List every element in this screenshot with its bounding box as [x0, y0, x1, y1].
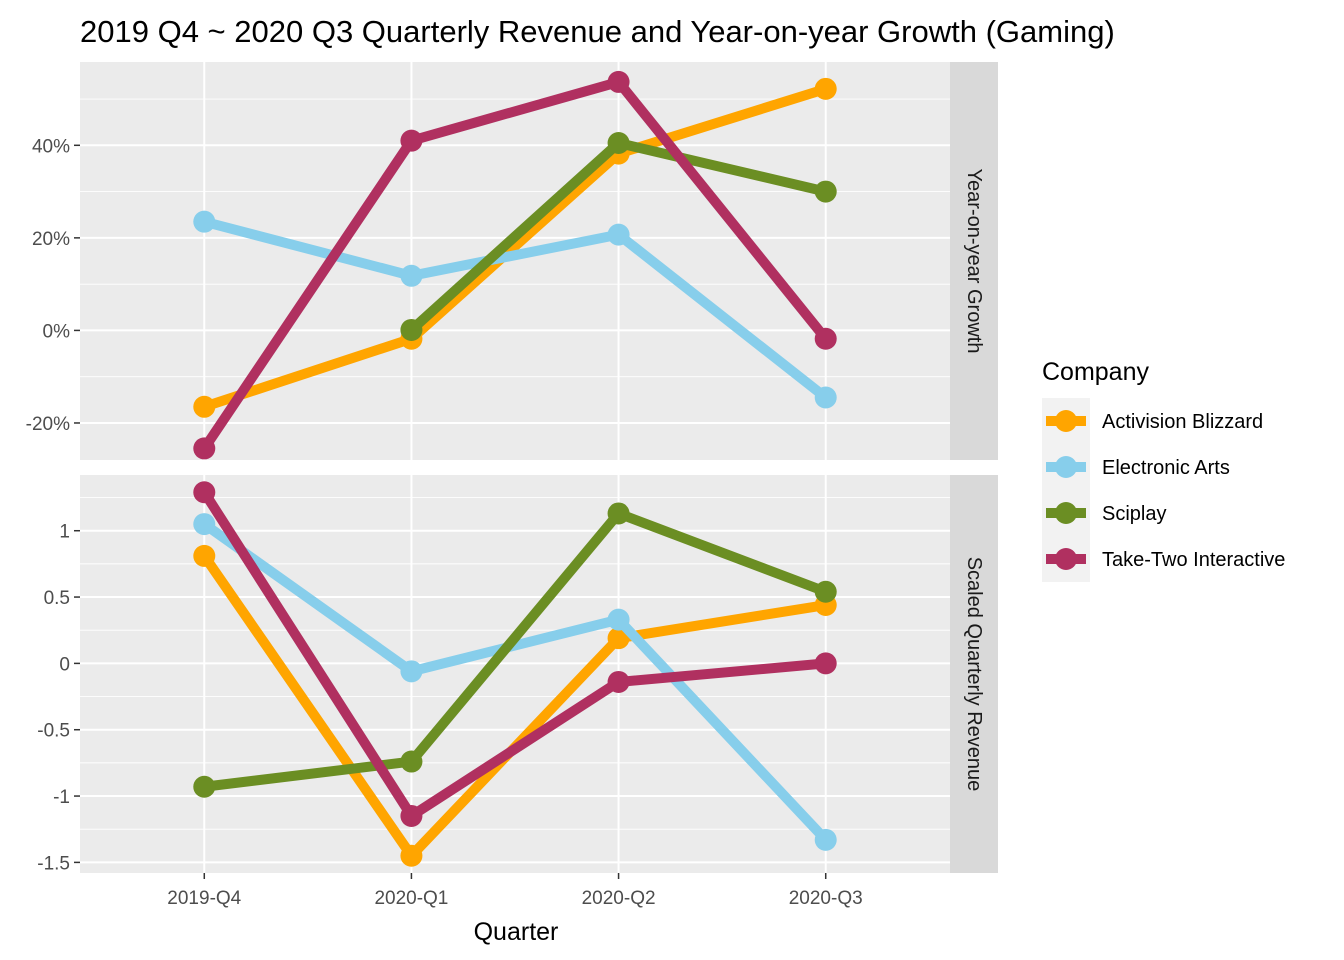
legend-item-sciplay: Sciplay	[1046, 502, 1166, 525]
data-point	[193, 481, 216, 504]
data-point	[193, 437, 216, 460]
legend: Company Activision Blizzard Electronic Art…	[1042, 358, 1285, 582]
legend-label: Take-Two Interactive	[1102, 549, 1285, 571]
data-point	[193, 210, 216, 233]
strip-background	[950, 62, 998, 460]
data-point	[400, 318, 423, 341]
legend-key-point	[1055, 456, 1077, 478]
data-point	[814, 580, 837, 603]
data-point	[607, 70, 630, 93]
legend-key-point	[1055, 502, 1077, 524]
x-tick-label: 2019-Q4	[167, 888, 241, 909]
series-line	[202, 84, 828, 412]
y-tick-label: 0	[59, 654, 70, 675]
series-electronic-arts	[193, 210, 837, 409]
data-point	[400, 804, 423, 827]
data-point	[400, 750, 423, 773]
series-line	[201, 520, 830, 844]
data-point	[193, 544, 216, 567]
data-point	[193, 513, 216, 536]
data-point	[607, 502, 630, 525]
panel-background	[80, 62, 950, 460]
y-tick-label: 0.5	[44, 588, 70, 609]
data-point	[814, 652, 837, 675]
panel-background	[80, 475, 950, 873]
series-line	[200, 489, 827, 821]
legend-label: Electronic Arts	[1102, 457, 1230, 479]
data-point	[814, 77, 837, 100]
legend-title: Company	[1042, 358, 1149, 386]
series-take-two-interactive	[193, 481, 837, 827]
series-line	[203, 216, 829, 402]
series-sciplay	[400, 131, 837, 341]
panel-year-on-year-growth: -20% 0% 20% 40% Year-on-year Growth	[26, 62, 998, 460]
x-tick-label: 2020-Q1	[374, 888, 448, 909]
data-point	[607, 608, 630, 631]
series-electronic-arts	[193, 513, 837, 851]
strip-label: Scaled Quarterly Revenue	[963, 557, 985, 792]
y-tick-label: 1	[59, 522, 70, 543]
series-sciplay	[193, 502, 837, 798]
strip-background	[950, 475, 998, 873]
y-tick-label: 0%	[43, 321, 71, 342]
data-point	[814, 180, 837, 203]
data-point	[814, 386, 837, 409]
data-point	[400, 844, 423, 867]
y-tick-label: -0.5	[37, 721, 70, 742]
legend-item-take-two-interactive: Take-Two Interactive	[1046, 548, 1285, 571]
y-tick-label: 40%	[32, 136, 70, 157]
data-point	[607, 670, 630, 693]
y-tick-label: 20%	[32, 229, 70, 250]
legend-label: Activision Blizzard	[1102, 411, 1263, 433]
data-point	[814, 828, 837, 851]
y-tick-label: -20%	[26, 414, 70, 435]
data-point	[400, 129, 423, 152]
legend-item-activision-blizzard: Activision Blizzard	[1046, 410, 1263, 433]
data-point	[193, 395, 216, 418]
legend-key-point	[1055, 548, 1077, 570]
x-tick-label: 2020-Q2	[582, 888, 656, 909]
data-point	[400, 264, 423, 287]
series-line	[200, 76, 830, 452]
y-tick-label: -1.5	[37, 853, 70, 874]
x-axis-title: Quarter	[474, 918, 559, 946]
series-line	[203, 508, 828, 792]
panels: -20% 0% 20% 40% Year-on-year Growth -1.5 -1 -0.…	[26, 62, 998, 909]
data-point	[607, 131, 630, 154]
data-point	[400, 660, 423, 683]
legend-label: Sciplay	[1102, 503, 1166, 525]
panel-scaled-quarterly-revenue: -1.5 -1 -0.5 0 0.5 1 Scaled Quarterly Revenue 2…	[37, 475, 998, 909]
data-point	[607, 223, 630, 246]
data-point	[193, 775, 216, 798]
strip-label: Year-on-year Growth	[963, 169, 985, 354]
series-take-two-interactive	[193, 70, 837, 460]
legend-key-point	[1055, 410, 1077, 432]
data-point	[814, 327, 837, 350]
legend-item-electronic-arts: Electronic Arts	[1046, 456, 1230, 479]
y-tick-label: -1	[53, 787, 70, 808]
chart-title: 2019 Q4 ~ 2020 Q3 Quarterly Revenue and …	[80, 14, 1115, 49]
x-tick-label: 2020-Q3	[789, 888, 863, 909]
